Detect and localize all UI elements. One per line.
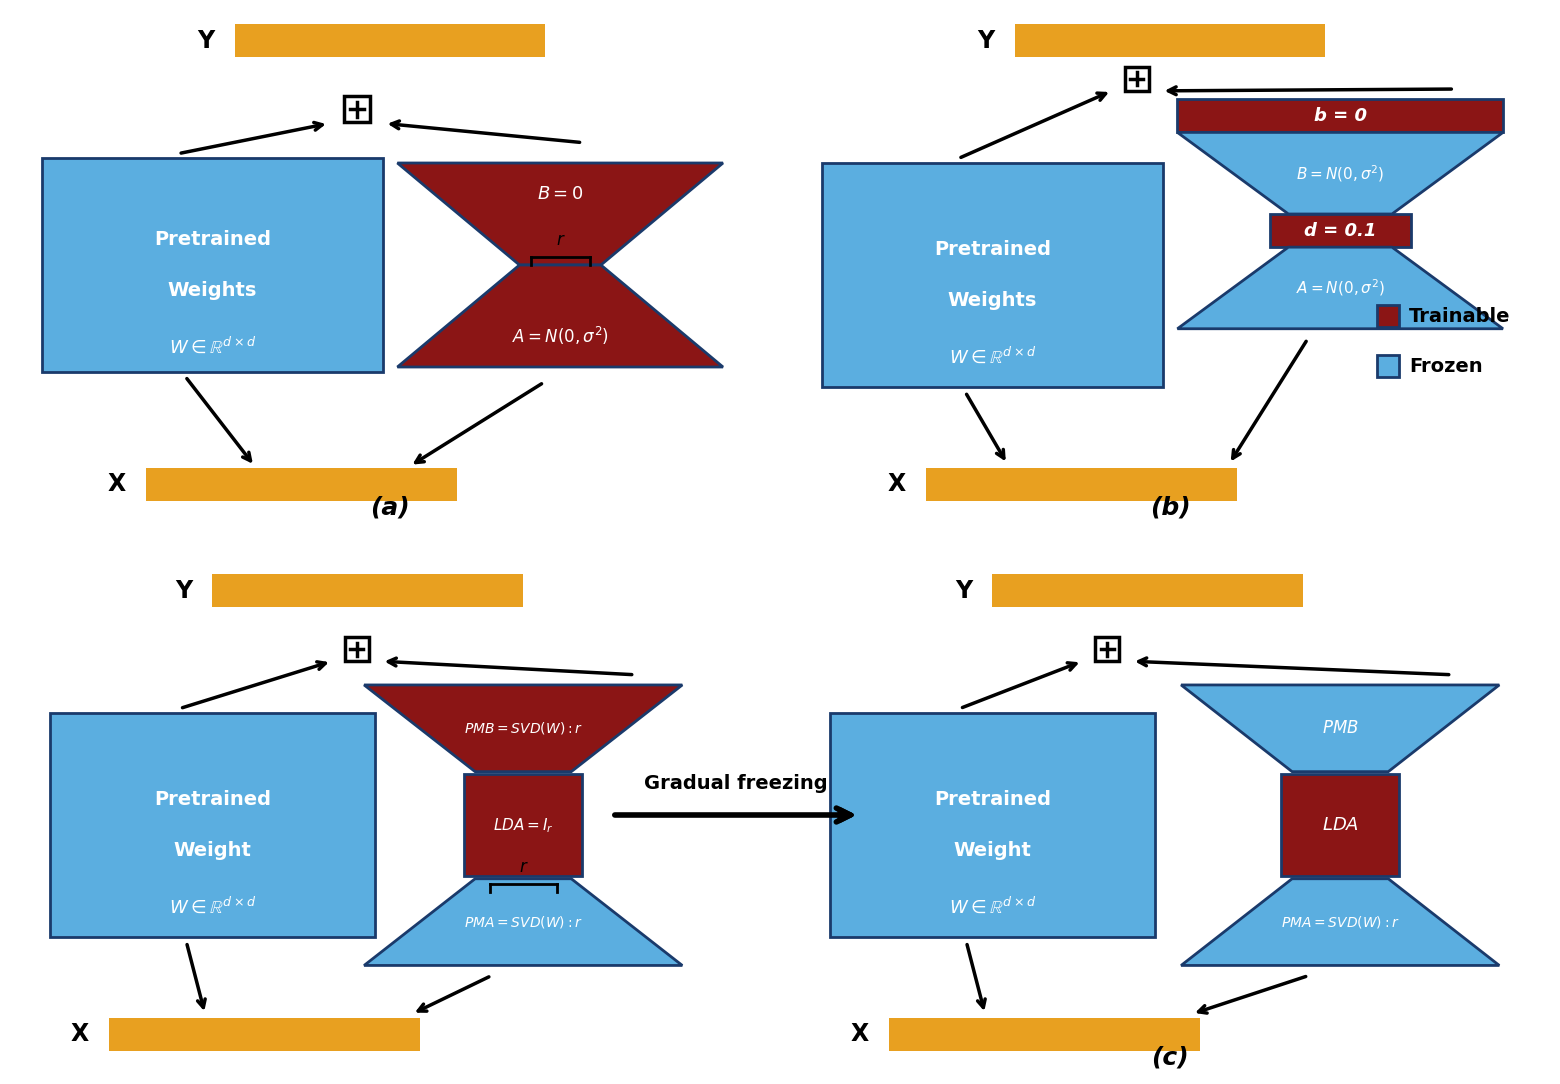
- Bar: [234, 24, 546, 57]
- Polygon shape: [1178, 132, 1502, 214]
- Text: $A = N(0, \sigma^2)$: $A = N(0, \sigma^2)$: [512, 325, 608, 348]
- Text: (b): (b): [1150, 495, 1190, 519]
- Bar: [345, 637, 368, 661]
- Text: Y: Y: [955, 579, 972, 603]
- Text: Weights: Weights: [948, 292, 1037, 310]
- Text: X: X: [888, 473, 906, 496]
- Text: Y: Y: [978, 28, 995, 53]
- Bar: [1125, 67, 1148, 91]
- Text: Pretrained: Pretrained: [154, 790, 271, 809]
- Polygon shape: [363, 685, 682, 772]
- Polygon shape: [1181, 879, 1499, 966]
- Text: $PMB$: $PMB$: [1321, 720, 1359, 737]
- Text: $B = 0$: $B = 0$: [537, 184, 583, 203]
- Bar: [1014, 24, 1326, 57]
- Text: r: r: [519, 857, 527, 876]
- Text: X: X: [850, 1022, 869, 1046]
- Text: Y: Y: [175, 579, 192, 603]
- Text: $A = N(0, \sigma^2)$: $A = N(0, \sigma^2)$: [1296, 278, 1385, 298]
- Text: r: r: [557, 231, 563, 249]
- Polygon shape: [398, 264, 722, 367]
- Bar: [1377, 354, 1399, 377]
- Text: Pretrained: Pretrained: [934, 241, 1051, 259]
- Bar: [1095, 637, 1119, 661]
- Text: Pretrained: Pretrained: [934, 790, 1051, 809]
- Bar: [1178, 100, 1502, 132]
- Text: Y: Y: [198, 28, 215, 53]
- Text: Frozen: Frozen: [1409, 357, 1484, 375]
- Text: Weight: Weight: [173, 841, 251, 861]
- Bar: [1281, 774, 1399, 876]
- Text: $LDA = I_r$: $LDA = I_r$: [493, 816, 554, 835]
- Text: $PMA = SVD(W): r$: $PMA = SVD(W): r$: [1281, 914, 1399, 930]
- Bar: [822, 163, 1162, 387]
- Text: X: X: [108, 473, 126, 496]
- Text: Weight: Weight: [953, 841, 1031, 861]
- Text: b = 0: b = 0: [1314, 107, 1367, 125]
- Bar: [343, 96, 370, 122]
- Bar: [50, 713, 376, 938]
- Bar: [145, 467, 457, 501]
- Text: $W \in \mathbb{R}^{d\times d}$: $W \in \mathbb{R}^{d\times d}$: [948, 896, 1036, 917]
- Text: $W \in \mathbb{R}^{d\times d}$: $W \in \mathbb{R}^{d\times d}$: [948, 347, 1036, 367]
- Text: $PMB = SVD(W): r$: $PMB = SVD(W): r$: [463, 720, 583, 736]
- Text: $LDA$: $LDA$: [1321, 816, 1359, 835]
- Text: Weights: Weights: [168, 281, 257, 300]
- Text: X: X: [70, 1022, 89, 1046]
- Text: (a): (a): [370, 495, 410, 519]
- Bar: [212, 575, 523, 607]
- Bar: [1377, 305, 1399, 327]
- Polygon shape: [1178, 247, 1502, 328]
- Text: Trainable: Trainable: [1409, 307, 1510, 325]
- Polygon shape: [1181, 685, 1499, 772]
- Bar: [1270, 214, 1410, 247]
- Bar: [889, 1018, 1200, 1050]
- Bar: [42, 158, 382, 372]
- Text: Gradual freezing: Gradual freezing: [644, 774, 827, 793]
- Bar: [830, 713, 1156, 938]
- Text: $W \in \mathbb{R}^{d\times d}$: $W \in \mathbb{R}^{d\times d}$: [168, 336, 256, 357]
- Bar: [992, 575, 1303, 607]
- Bar: [109, 1018, 420, 1050]
- Text: $PMA = SVD(W): r$: $PMA = SVD(W): r$: [463, 914, 582, 930]
- Bar: [463, 774, 582, 876]
- Text: $W \in \mathbb{R}^{d\times d}$: $W \in \mathbb{R}^{d\times d}$: [168, 896, 256, 917]
- Text: $B = N(0, \sigma^2)$: $B = N(0, \sigma^2)$: [1296, 163, 1384, 183]
- Polygon shape: [363, 879, 682, 966]
- Text: Pretrained: Pretrained: [154, 230, 271, 249]
- Text: d = 0.1: d = 0.1: [1304, 221, 1376, 240]
- Bar: [925, 467, 1237, 501]
- Text: (c): (c): [1151, 1045, 1189, 1069]
- Polygon shape: [398, 163, 722, 264]
